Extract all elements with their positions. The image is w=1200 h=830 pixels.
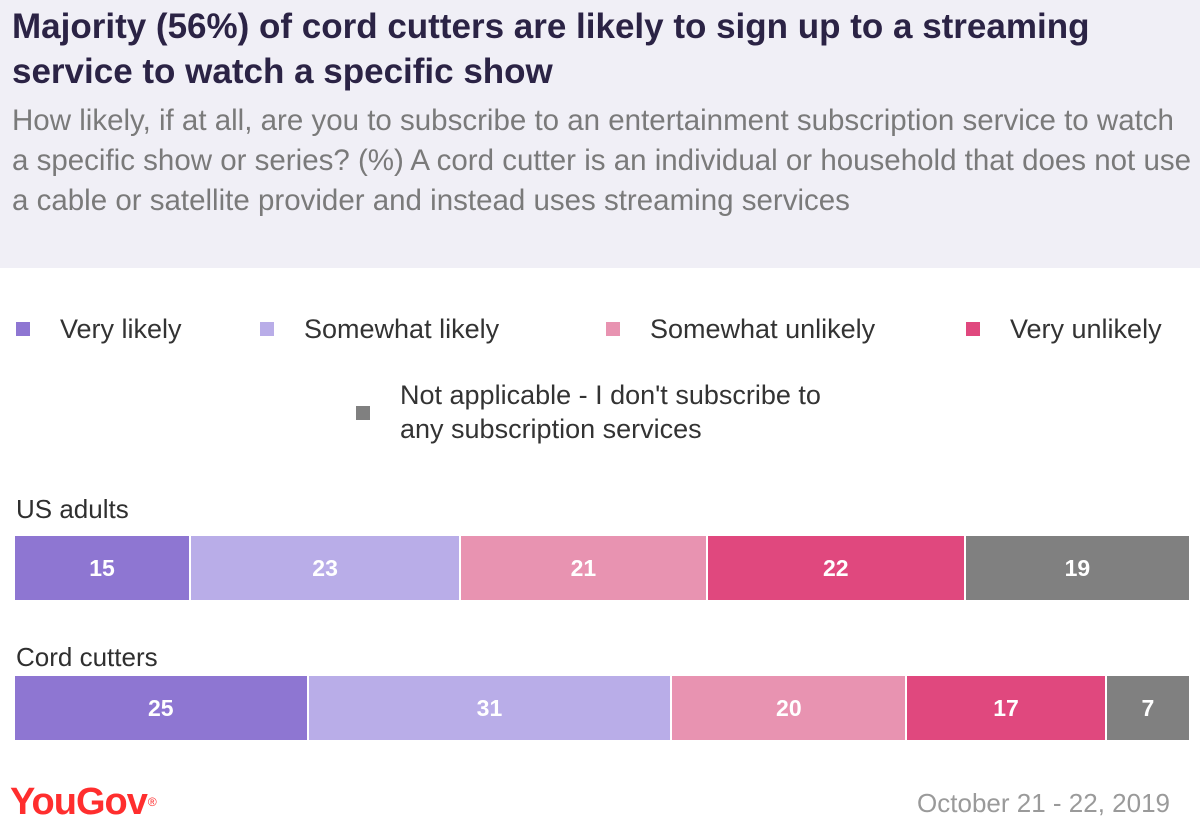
survey-date: October 21 - 22, 2019 [917,788,1170,818]
row-label-cord-cutters: Cord cutters [16,642,158,672]
bar-segment-very-unlikely: 17 [907,676,1107,740]
legend-label: Very unlikely [1010,314,1162,344]
yougov-logo: YouGov® [10,780,157,824]
bar-cord-cutters: 25 31 20 17 7 [15,676,1189,740]
legend-swatch-somewhat-likely [260,322,274,336]
data-label: 22 [822,554,849,581]
chart-subtitle: How likely, if at all, are you to subscr… [12,104,1192,217]
data-label: 17 [993,694,1019,721]
data-label: 31 [476,694,503,721]
bar-segment-somewhat-unlikely: 20 [672,676,908,740]
data-label: 7 [1141,694,1155,721]
legend-item-somewhat-likely: Somewhat likely [260,312,499,346]
bar-segment-somewhat-likely: 23 [191,536,462,600]
legend-label: Somewhat unlikely [650,314,876,344]
chart-title: Majority (56%) of cord cutters are likel… [12,7,1090,91]
row-label-us-adults: US adults [16,494,129,524]
legend-swatch-very-unlikely [966,322,980,336]
bar-segment-not-applicable-i-don-t-s: 19 [965,536,1189,600]
legend-label: Very likely [60,314,182,344]
registered-mark: ® [147,795,157,809]
legend-item-not-applicable: Not applicable - I don't subscribe to an… [356,378,840,446]
data-label: 20 [776,694,802,721]
legend-label: Somewhat likely [304,314,500,344]
legend-item-very-likely: Very likely [16,312,182,346]
bar-segment-very-likely: 25 [15,676,309,740]
logo-text: YouGov [10,781,148,823]
header-band: Majority (56%) of cord cutters are likel… [0,0,1200,268]
legend-swatch-not-applicable [356,406,370,420]
bar-segment-very-unlikely: 22 [707,536,966,600]
bar-segment-not-applicable-i-don-t-s: 7 [1106,676,1189,740]
legend-item-somewhat-unlikely: Somewhat unlikely [606,312,875,346]
data-label: 25 [147,694,174,721]
legend-item-very-unlikely: Very unlikely [966,312,1162,346]
data-label: 15 [89,554,115,581]
bar-segment-somewhat-unlikely: 21 [461,536,708,600]
bar-us-adults: 15 23 21 22 19 [15,536,1189,600]
data-label: 19 [1064,554,1091,581]
legend-label: Not applicable - I don't subscribe to an… [400,380,821,444]
bar-segment-somewhat-likely: 31 [308,676,673,740]
legend-swatch-very-likely [16,322,30,336]
data-label: 21 [570,554,597,581]
legend-swatch-somewhat-unlikely [606,322,620,336]
bar-segment-very-likely: 15 [15,536,192,600]
data-label: 23 [312,554,338,581]
